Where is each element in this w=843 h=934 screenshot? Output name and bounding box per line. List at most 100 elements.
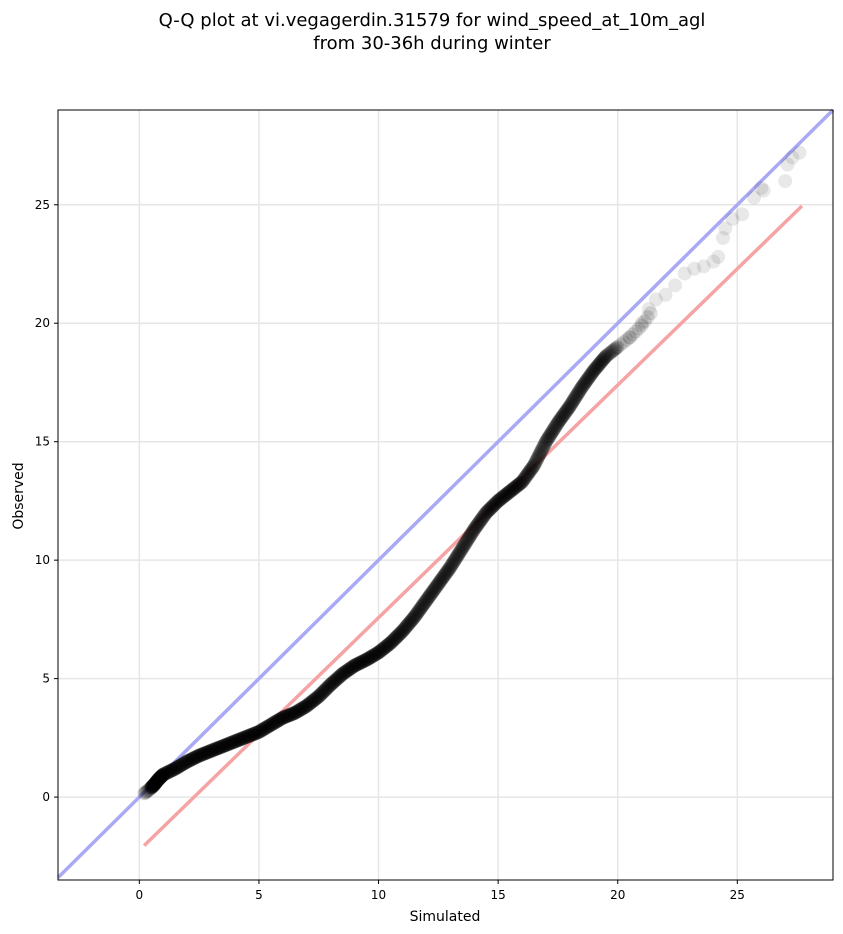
x-tick-label-4: 20	[610, 888, 625, 902]
quantile-point-275	[343, 661, 358, 676]
quantile-point-459	[500, 486, 515, 501]
quantile-point-49	[153, 769, 168, 784]
quantile-point-21	[144, 780, 159, 795]
quantile-point-24	[145, 779, 160, 794]
quantile-point-350	[407, 610, 422, 625]
quantile-point-393	[444, 558, 459, 573]
quantile-point-279	[346, 659, 361, 674]
quantile-point-590	[616, 335, 631, 350]
quantile-point-307	[370, 646, 385, 661]
quantile-point-152	[238, 730, 253, 745]
quantile-point-134	[222, 736, 237, 751]
quantile-point-37	[149, 774, 164, 789]
quantile-point-259	[329, 672, 344, 687]
quantile-point-76	[173, 758, 188, 773]
quantile-point-104	[197, 746, 212, 761]
quantile-point-311	[374, 643, 389, 658]
quantile-point-108	[200, 745, 215, 760]
quantile-point-518	[550, 415, 565, 430]
quantile-point-169	[252, 724, 267, 739]
quantile-point-48	[153, 770, 168, 785]
quantile-point-562	[588, 361, 603, 376]
quantile-point-486	[523, 463, 538, 478]
quantile-point-529	[560, 402, 575, 417]
quantile-point-280	[347, 658, 362, 673]
quantile-point-431	[476, 509, 491, 524]
quantile-point-267	[336, 666, 351, 681]
quantile-point-412	[460, 533, 475, 548]
quantile-point-448	[491, 493, 506, 508]
quantile-point-112	[204, 743, 219, 758]
quantile-point-95	[189, 749, 204, 764]
quantile-point-142	[229, 733, 244, 748]
quantile-point-281	[348, 658, 363, 673]
quantile-point-420	[467, 522, 482, 537]
quantile-point-0	[137, 786, 152, 801]
quantile-point-122	[212, 740, 227, 755]
quantile-point-520	[552, 413, 567, 428]
quantile-point-82	[178, 755, 193, 770]
quantile-point-283	[350, 657, 365, 672]
quantile-point-125	[215, 739, 230, 754]
quantile-point-561	[587, 362, 602, 377]
quantile-point-15	[142, 782, 157, 797]
quantile-point-80	[176, 756, 191, 771]
quantile-point-265	[334, 667, 349, 682]
tail-point-0	[622, 330, 637, 345]
quantile-point-306	[369, 646, 384, 661]
quantile-point-467	[507, 481, 522, 496]
quantile-point-530	[561, 401, 576, 416]
quantile-point-475	[514, 475, 529, 490]
quantile-point-109	[201, 744, 216, 759]
quantile-point-362	[417, 595, 432, 610]
quantile-point-36	[149, 774, 164, 789]
quantile-point-394	[444, 557, 459, 572]
quantile-point-50	[154, 769, 169, 784]
quantile-point-417	[464, 526, 479, 541]
quantile-point-117	[208, 742, 223, 757]
quantile-point-252	[323, 677, 338, 692]
quantile-point-219	[295, 701, 310, 716]
quantile-point-101	[194, 747, 209, 762]
quantile-point-527	[558, 405, 573, 420]
quantile-point-310	[373, 644, 388, 659]
quantile-point-239	[312, 688, 327, 703]
quantile-point-444	[487, 497, 502, 512]
quantile-point-271	[339, 663, 354, 678]
quantile-point-326	[386, 632, 401, 647]
quantile-point-332	[392, 627, 407, 642]
quantile-point-273	[341, 662, 356, 677]
tail-point-2	[641, 302, 656, 317]
quantile-point-299	[363, 650, 378, 665]
quantile-point-539	[568, 389, 583, 404]
quantile-point-130	[219, 737, 234, 752]
quantile-point-244	[316, 684, 331, 699]
quantile-point-374	[427, 581, 442, 596]
quantile-point-346	[403, 614, 418, 629]
quantile-point-225	[300, 698, 315, 713]
quantile-point-515	[548, 419, 563, 434]
quantile-point-578	[602, 346, 617, 361]
quantile-point-582	[605, 343, 620, 358]
quantile-point-249	[321, 680, 336, 695]
quantile-point-149	[235, 731, 250, 746]
quantile-point-329	[389, 630, 404, 645]
quantile-point-39	[150, 773, 165, 788]
quantile-point-34	[148, 775, 163, 790]
y-tick-label-5: 25	[35, 198, 50, 212]
quantile-point-215	[292, 703, 307, 718]
quantile-point-182	[263, 717, 278, 732]
quantile-point-524	[556, 408, 571, 423]
quantile-point-360	[415, 598, 430, 613]
quantile-point-415	[462, 529, 477, 544]
quantile-point-569	[594, 354, 609, 369]
quantile-point-493	[529, 453, 544, 468]
quantile-point-218	[294, 701, 309, 716]
quantile-point-557	[584, 367, 599, 382]
quantile-point-542	[571, 385, 586, 400]
quantile-point-186	[267, 715, 282, 730]
quantile-point-18	[143, 781, 158, 796]
quantile-point-541	[570, 386, 585, 401]
quantile-point-334	[393, 625, 408, 640]
quantile-point-565	[591, 358, 606, 373]
